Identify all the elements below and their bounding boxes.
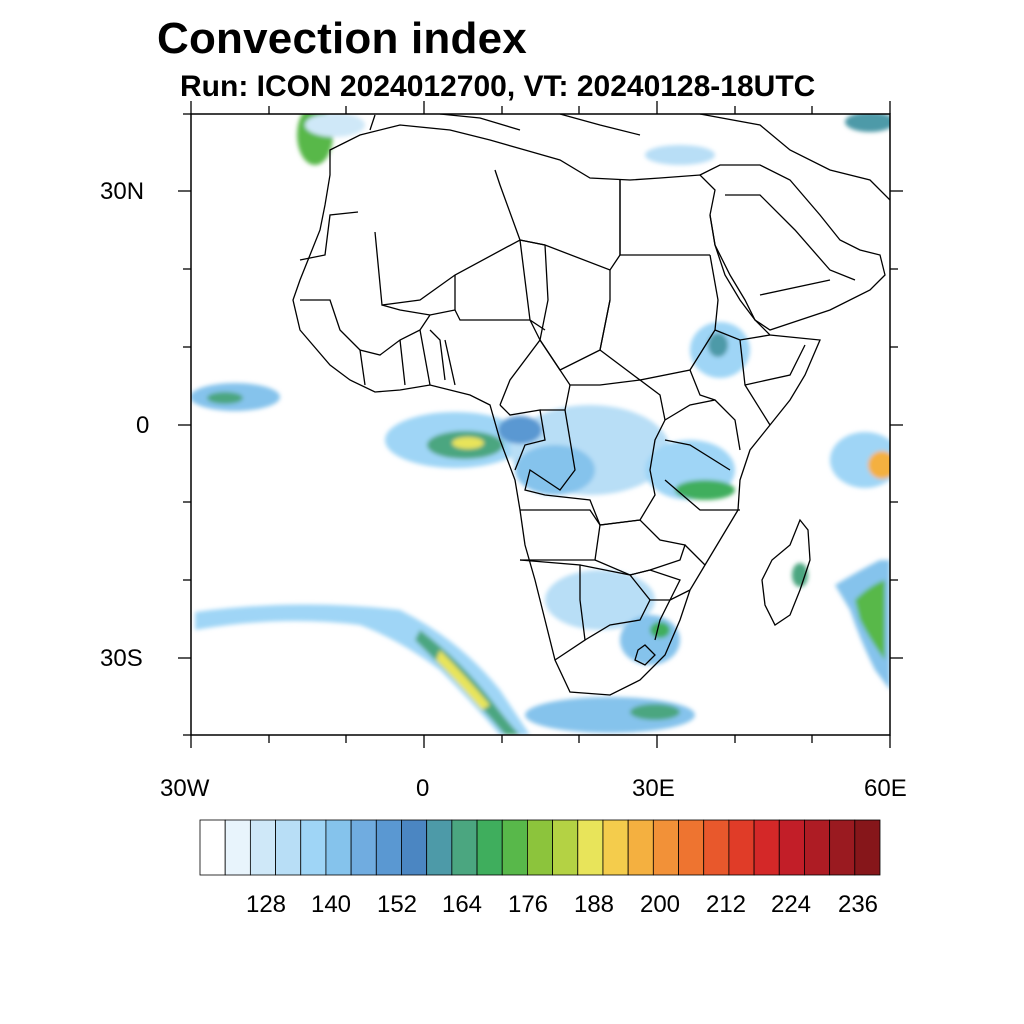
colorbar-swatch — [375, 819, 402, 876]
convection-southern-ocean-core — [630, 704, 680, 720]
convection-tanzania-core — [675, 480, 735, 500]
colorbar-tick-label: 176 — [508, 891, 548, 918]
border-botswana — [579, 564, 651, 641]
border-east-africa — [664, 329, 771, 451]
colorbar-swatch — [552, 819, 579, 876]
colorbar-swatch — [199, 819, 226, 876]
colorbar-tick-label: 164 — [442, 891, 482, 918]
border-saudi — [725, 194, 856, 296]
convection-south-africa-core — [650, 622, 670, 638]
convection-south-atlantic-peak — [436, 650, 490, 710]
colorbar: 128 140 152 164 176 188 200 212 224 236 — [199, 819, 881, 918]
colorbar-tick-label: 128 — [246, 891, 286, 918]
colorbar-swatch — [350, 819, 377, 876]
convection-atlantic-30w-core — [207, 392, 243, 404]
border-lesotho — [634, 644, 656, 666]
colorbar-swatch — [501, 819, 528, 876]
arabia-coastline — [699, 164, 886, 331]
chart-subtitle: Run: ICON 2024012700, VT: 20240128-18UTC — [180, 70, 816, 103]
madagascar-outline — [761, 518, 811, 626]
colorbar-swatch — [703, 819, 730, 876]
colorbar-tick-label: 140 — [311, 891, 351, 918]
colorbar-swatch — [678, 819, 705, 876]
colorbar-tick-label: 224 — [771, 891, 811, 918]
colorbar-tick-label: 188 — [574, 891, 614, 918]
colorbar-swatch — [300, 819, 327, 876]
lon-label-60e: 60E — [864, 775, 907, 802]
colorbar-swatch — [804, 819, 831, 876]
colorbar-swatch — [602, 819, 629, 876]
axis-ticks — [178, 101, 903, 748]
country-boundaries — [292, 114, 890, 696]
colorbar-tick-label: 236 — [838, 891, 878, 918]
colorbar-swatch — [401, 819, 428, 876]
lat-label-0: 0 — [136, 412, 150, 439]
colorbar-tick-label: 212 — [706, 891, 746, 918]
border-egypt — [619, 180, 710, 256]
border-drc — [524, 409, 666, 526]
convection-madagascar — [792, 563, 808, 587]
colorbar-tick-label: 200 — [640, 891, 680, 918]
colorbar-swatch — [224, 819, 251, 876]
convection-congo-core — [515, 445, 595, 495]
colorbar-swatch — [426, 819, 453, 876]
convection-nw-light — [305, 114, 365, 137]
convection-gulf-guinea-peak — [452, 437, 484, 449]
colorbar-swatch — [627, 819, 654, 876]
colorbar-swatch — [854, 819, 881, 876]
border-central-africa — [539, 339, 666, 421]
border-west-africa-1 — [300, 299, 431, 356]
border-nigeria — [444, 309, 541, 406]
colorbar-swatch — [476, 819, 503, 876]
lon-label-0: 0 — [416, 775, 430, 802]
lon-label-30e: 30E — [632, 775, 675, 802]
colorbar-swatch — [753, 819, 780, 876]
convection-indian-ocean-eq-peak — [868, 451, 890, 479]
colorbar-swatch — [728, 819, 755, 876]
colorbar-swatch — [829, 819, 856, 876]
convection-indian-ocean-south-core — [855, 580, 885, 660]
border-mozambique — [654, 544, 706, 641]
border-zimbabwe — [629, 569, 681, 601]
convection-field — [191, 114, 890, 735]
lon-label-30w: 30W — [160, 775, 210, 802]
colorbar-swatch — [325, 819, 352, 876]
border-namibia — [519, 559, 586, 661]
border-west-africa-2 — [359, 329, 446, 386]
colorbar-swatch — [652, 819, 679, 876]
colorbar-swatch — [249, 819, 276, 876]
lat-label-30s: 30S — [100, 645, 143, 672]
colorbar-swatch — [577, 819, 604, 876]
convection-gabon-core — [498, 416, 542, 444]
convection-ne-corner — [845, 114, 890, 132]
border-morocco-algeria — [299, 211, 359, 261]
colorbar-tick-label: 152 — [377, 891, 417, 918]
chart-title: Convection index — [157, 14, 527, 63]
border-tanzania — [664, 439, 740, 511]
lat-label-30n: 30N — [100, 178, 145, 205]
colorbar-swatch — [527, 819, 553, 876]
convection-ethiopia-core — [708, 333, 728, 357]
mediterranean-north — [369, 114, 890, 201]
colorbar-swatch — [451, 819, 478, 876]
convection-mediterranean — [645, 145, 715, 165]
border-ethiopia-somalia — [744, 344, 806, 386]
colorbar-swatch — [275, 819, 302, 876]
colorbar-swatch — [778, 819, 805, 876]
convection-southern-africa — [545, 570, 655, 630]
